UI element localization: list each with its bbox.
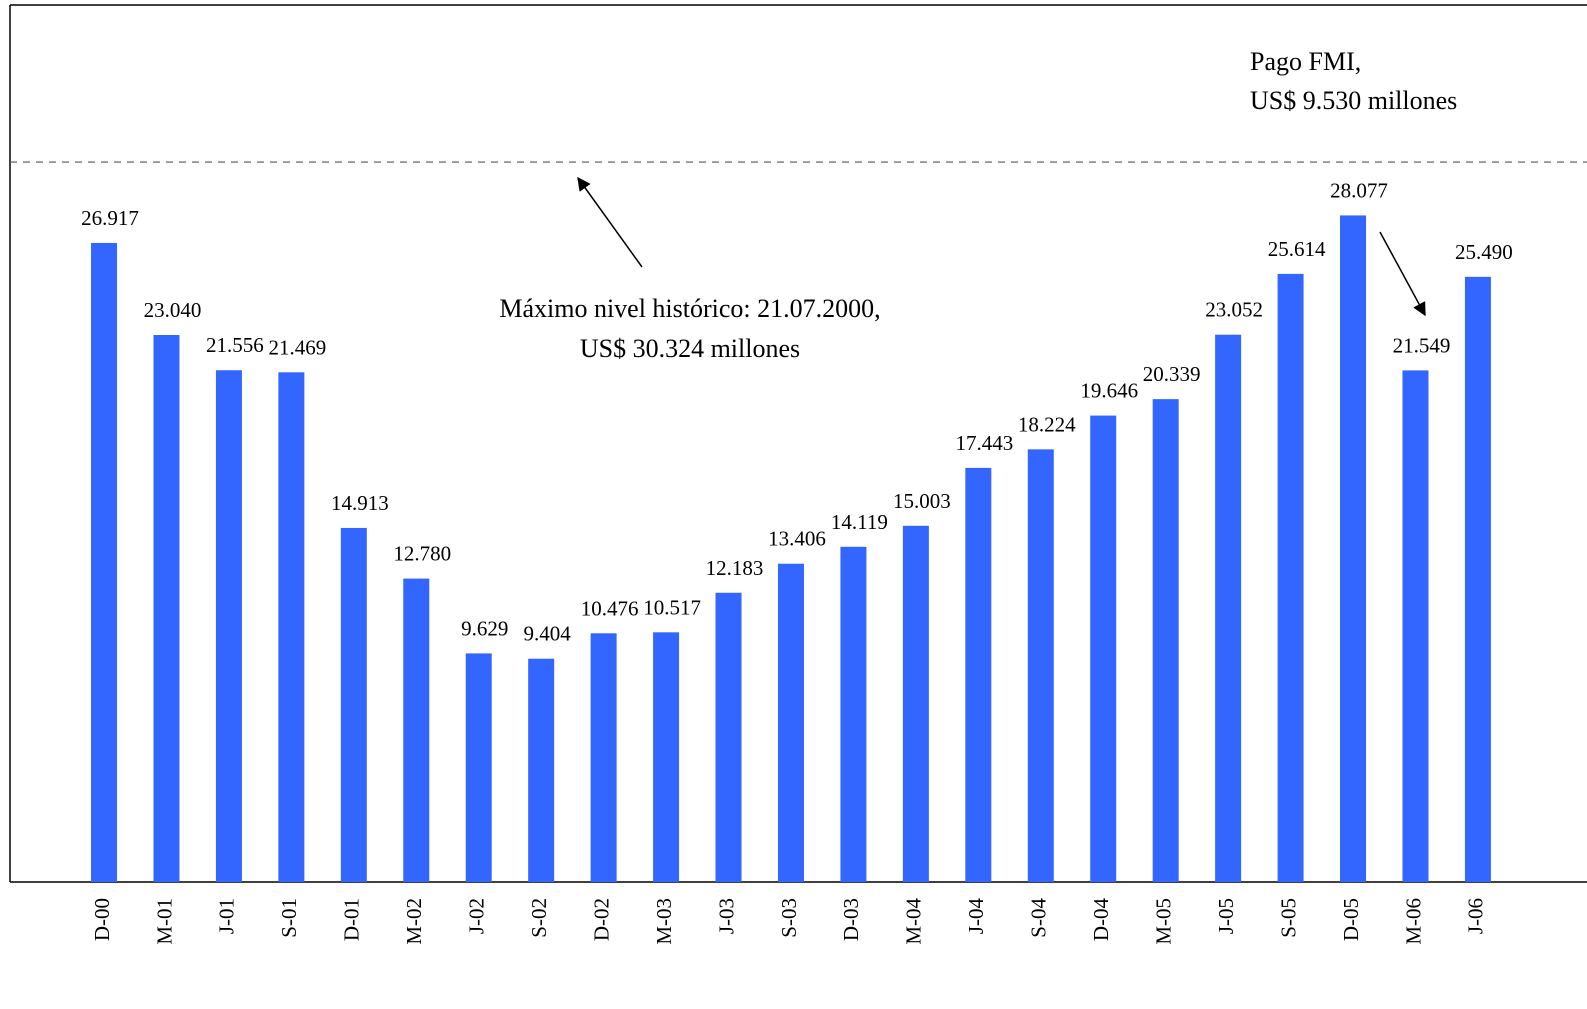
x-tick-label: D-05 xyxy=(1339,898,1363,941)
x-tick-label: J-06 xyxy=(1464,898,1488,934)
x-tick-label: S-05 xyxy=(1276,898,1300,938)
value-label: 21.549 xyxy=(1393,333,1451,357)
value-label: 18.224 xyxy=(1018,412,1076,436)
x-tick-label: S-03 xyxy=(777,898,801,938)
value-label: 12.183 xyxy=(706,556,764,580)
annotation: Máximo nivel histórico: 21.07.2000, xyxy=(499,294,880,323)
x-tick-label: S-02 xyxy=(527,898,551,938)
value-label: 14.913 xyxy=(331,491,389,515)
x-tick-label: M-06 xyxy=(1401,898,1425,945)
value-label: 21.556 xyxy=(206,333,264,357)
value-label: 28.077 xyxy=(1330,178,1388,202)
value-label: 25.490 xyxy=(1455,240,1513,264)
bar xyxy=(1027,449,1054,882)
x-tick-label: D-03 xyxy=(839,898,863,941)
bar xyxy=(1152,399,1179,882)
bar xyxy=(340,527,367,882)
annotation: US$ 9.530 millones xyxy=(1250,86,1457,115)
bar xyxy=(528,658,555,882)
x-tick-label: M-03 xyxy=(652,898,676,945)
bar xyxy=(1464,276,1491,882)
value-label: 17.443 xyxy=(955,431,1013,455)
x-tick-label: J-01 xyxy=(215,898,239,934)
value-label: 23.040 xyxy=(144,298,202,322)
bar xyxy=(715,592,742,882)
bar xyxy=(215,370,242,882)
bar xyxy=(1402,370,1429,882)
value-label: 12.780 xyxy=(393,542,451,566)
bar xyxy=(1090,415,1117,882)
value-label: 21.469 xyxy=(269,335,327,359)
bar xyxy=(91,242,118,882)
bar xyxy=(965,467,992,882)
bar xyxy=(590,633,617,882)
x-tick-label: J-04 xyxy=(964,898,988,935)
bar xyxy=(465,653,492,882)
x-tick-label: J-03 xyxy=(714,898,738,934)
bar xyxy=(653,632,680,882)
value-label: 9.404 xyxy=(524,622,572,646)
x-tick-label: J-05 xyxy=(1214,898,1238,934)
x-tick-label: D-02 xyxy=(589,898,613,941)
x-tick-label: M-04 xyxy=(902,898,926,945)
value-label: 10.476 xyxy=(581,596,639,620)
x-tick-label: M-02 xyxy=(402,898,426,945)
bar xyxy=(840,546,867,882)
value-label: 26.917 xyxy=(81,206,139,230)
value-label: 10.517 xyxy=(643,595,701,619)
x-tick-label: D-04 xyxy=(1089,898,1113,942)
value-label: 15.003 xyxy=(893,489,951,513)
x-tick-label: M-01 xyxy=(152,898,176,945)
x-tick-label: D-01 xyxy=(340,898,364,941)
value-label: 25.614 xyxy=(1268,237,1326,261)
value-label: 9.629 xyxy=(461,616,508,640)
bar xyxy=(1215,334,1242,883)
annotation: US$ 30.324 millones xyxy=(580,334,800,363)
bar xyxy=(1277,273,1304,883)
bar xyxy=(902,525,929,882)
value-label: 14.119 xyxy=(831,510,888,534)
value-label: 13.406 xyxy=(768,527,826,551)
bar xyxy=(278,372,305,882)
x-tick-label: J-02 xyxy=(465,898,489,934)
x-tick-label: D-00 xyxy=(90,898,114,941)
x-tick-label: S-01 xyxy=(277,898,301,938)
arrow xyxy=(577,176,643,268)
x-tick-label: M-05 xyxy=(1151,898,1175,945)
value-label: 23.052 xyxy=(1205,298,1263,322)
value-label: 20.339 xyxy=(1143,362,1201,386)
bar xyxy=(1340,215,1367,882)
value-label: 19.646 xyxy=(1080,379,1138,403)
annotation: Pago FMI, xyxy=(1250,47,1361,76)
bar xyxy=(777,563,804,882)
x-tick-label: S-04 xyxy=(1027,898,1051,938)
arrow xyxy=(1379,231,1426,317)
bar xyxy=(153,335,180,883)
bar xyxy=(403,578,430,882)
